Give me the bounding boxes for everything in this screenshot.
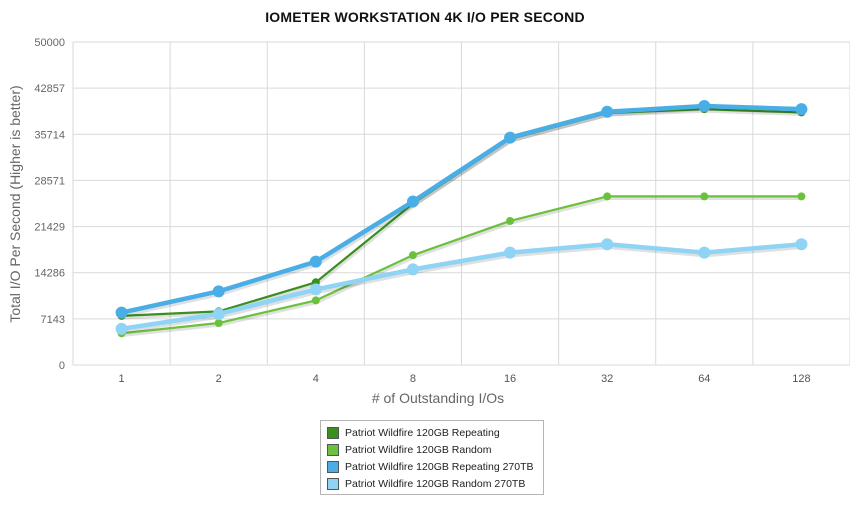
data-point — [311, 296, 320, 305]
x-tick-label: 1 — [119, 373, 125, 385]
data-point — [212, 307, 225, 320]
x-tick-label: 128 — [792, 373, 810, 385]
series-4 — [115, 238, 808, 335]
series-line-shadow — [121, 105, 803, 318]
data-point — [506, 216, 515, 225]
legend-swatch — [327, 477, 339, 490]
data-point — [408, 251, 417, 260]
legend-item: Patriot Wildfire 120GB Random 270TB — [321, 475, 543, 492]
legend-item: Patriot Wildfire 120GB Random — [321, 441, 543, 458]
data-point — [698, 99, 711, 112]
legend-item: Patriot Wildfire 120GB Repeating 270TB — [321, 458, 543, 475]
legend-label: Patriot Wildfire 120GB Random 270TB — [345, 477, 526, 490]
data-point — [601, 105, 614, 118]
series-line — [121, 195, 802, 335]
data-point — [601, 238, 614, 251]
x-axis-label: # of Outstanding I/Os — [372, 390, 504, 406]
legend-label: Patriot Wildfire 120GB Repeating — [345, 426, 500, 439]
legend-label: Patriot Wildfire 120GB Random — [345, 443, 492, 456]
x-tick-label: 8 — [410, 373, 416, 385]
data-point — [504, 246, 517, 259]
data-point — [406, 263, 419, 276]
series-2 — [117, 192, 806, 338]
legend-swatch — [327, 426, 339, 439]
x-tick-label: 4 — [313, 373, 319, 385]
data-point — [115, 306, 128, 319]
data-point — [795, 103, 808, 116]
legend-swatch — [327, 443, 339, 456]
y-tick-label: 0 — [59, 360, 65, 372]
data-point — [115, 322, 128, 335]
y-tick-label: 42857 — [34, 83, 65, 95]
data-point — [504, 131, 517, 144]
series-line — [121, 241, 802, 332]
y-tick-label: 28571 — [34, 175, 65, 187]
data-point — [603, 192, 612, 201]
data-point — [700, 192, 709, 201]
series-line-shadow — [122, 109, 803, 320]
data-point — [797, 192, 806, 201]
x-tick-label: 2 — [216, 373, 222, 385]
series-lines — [115, 99, 808, 338]
legend-item: Patriot Wildfire 120GB Repeating — [321, 424, 543, 441]
data-point — [214, 319, 223, 328]
chart-title: IOMETER WORKSTATION 4K I/O PER SECOND — [265, 9, 585, 25]
y-axis-label: Total I/O Per Second (Higher is better) — [7, 85, 23, 322]
legend: Patriot Wildfire 120GB Repeating Patriot … — [320, 420, 544, 495]
tick-labels: 0 7143 14286 21429 28571 35714 42857 50000 1 2 4 8 1… — [34, 37, 810, 385]
y-tick-label: 21429 — [34, 222, 65, 234]
series-line — [121, 103, 802, 315]
data-point — [795, 238, 808, 251]
y-tick-label: 14286 — [34, 268, 65, 280]
y-tick-label: 50000 — [34, 37, 65, 49]
data-point — [212, 285, 225, 298]
data-point — [309, 255, 322, 268]
data-point — [406, 195, 419, 208]
legend-label: Patriot Wildfire 120GB Repeating 270TB — [345, 460, 534, 473]
x-tick-label: 16 — [504, 373, 516, 385]
y-tick-label: 35714 — [34, 129, 65, 141]
x-tick-label: 64 — [698, 373, 710, 385]
x-tick-label: 32 — [601, 373, 613, 385]
data-point — [698, 246, 711, 259]
y-tick-label: 7143 — [41, 314, 65, 326]
series-3 — [115, 99, 808, 319]
legend-swatch — [327, 460, 339, 473]
data-point — [309, 283, 322, 296]
series-line-shadow — [122, 196, 803, 337]
